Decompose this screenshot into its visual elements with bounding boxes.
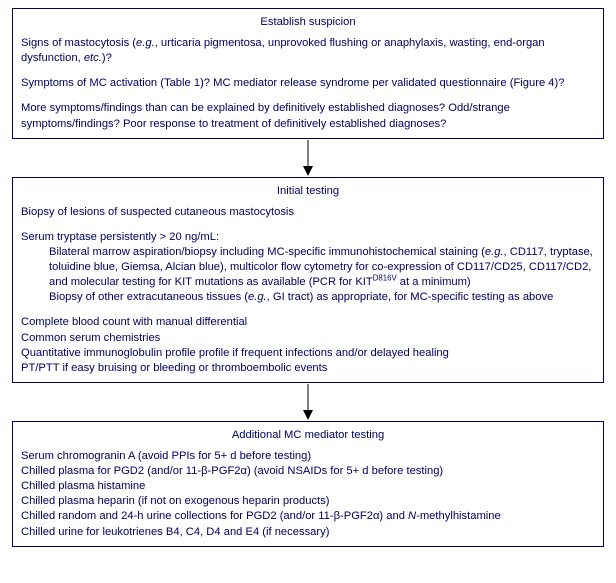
arrow-down-icon	[302, 140, 314, 176]
box1-p1a: Signs of mastocytosis (	[21, 37, 136, 49]
box2-p1: Biopsy of lesions of suspected cutaneous…	[21, 205, 595, 220]
box2-p2i2: Biopsy of other extracutaneous tissues (…	[21, 290, 595, 305]
box3-p6: Chilled urine for leukotrienes B4, C4, D…	[21, 525, 595, 540]
arrow-down-icon	[302, 384, 314, 420]
box2-p2i2a: Biopsy of other extracutaneous tissues (	[49, 291, 248, 303]
box2-title: Initial testing	[21, 184, 595, 199]
arrow-1	[12, 139, 604, 177]
box-additional-testing: Additional MC mediator testing Serum chr…	[12, 421, 604, 547]
box-initial-testing: Initial testing Biopsy of lesions of sus…	[12, 177, 604, 383]
box2-p2i1sup: D816V	[373, 273, 397, 282]
box2-p2i1a: Bilateral marrow aspiration/biopsy inclu…	[49, 246, 485, 258]
box2-p4: Common serum chemistries	[21, 331, 595, 346]
box1-p1d: etc.	[84, 52, 102, 64]
box3-p5a: Chilled random and 24-h urine collection…	[21, 510, 408, 522]
box1-p1: Signs of mastocytosis (e.g., urticaria p…	[21, 36, 595, 66]
box2-p5: Quantitative immunoglobulin profile prof…	[21, 346, 595, 361]
box1-p2: Symptoms of MC activation (Table 1)? MC …	[21, 76, 595, 91]
box2-p2i2b: e.g.	[248, 291, 267, 303]
box3-title: Additional MC mediator testing	[21, 428, 595, 443]
box3-p1: Serum chromogranin A (avoid PPIs for 5+ …	[21, 449, 595, 464]
box2-p2i1b: e.g.	[485, 246, 504, 258]
arrow-2	[12, 383, 604, 421]
box2-p3: Complete blood count with manual differe…	[21, 315, 595, 330]
box2-p6: PT/PTT if easy bruising or bleeding or t…	[21, 361, 595, 376]
box-establish-suspicion: Establish suspicion Signs of mastocytosi…	[12, 8, 604, 139]
box1-p1b: e.g.	[136, 37, 155, 49]
box3-p5c: -methylhistamine	[416, 510, 501, 522]
box3-p4: Chilled plasma heparin (if not on exogen…	[21, 494, 595, 509]
box2-p2: Serum tryptase persistently > 20 ng/mL:	[21, 230, 595, 245]
box2-p2i1d: at a minimum)	[397, 276, 471, 288]
box1-p3: More symptoms/findings than can be expla…	[21, 101, 595, 131]
box1-p1e: )?	[102, 52, 112, 64]
box2-p2i2c: , GI tract) as appropriate, for MC-speci…	[267, 291, 554, 303]
box2-p2i1: Bilateral marrow aspiration/biopsy inclu…	[21, 245, 595, 290]
box2-p2-group: Serum tryptase persistently > 20 ng/mL: …	[21, 230, 595, 306]
box3-p5: Chilled random and 24-h urine collection…	[21, 509, 595, 524]
box3-p3: Chilled plasma histamine	[21, 479, 595, 494]
box3-p2: Chilled plasma for PGD2 (and/or 11-β-PGF…	[21, 464, 595, 479]
box1-title: Establish suspicion	[21, 15, 595, 30]
box3-p5b: N	[408, 510, 416, 522]
